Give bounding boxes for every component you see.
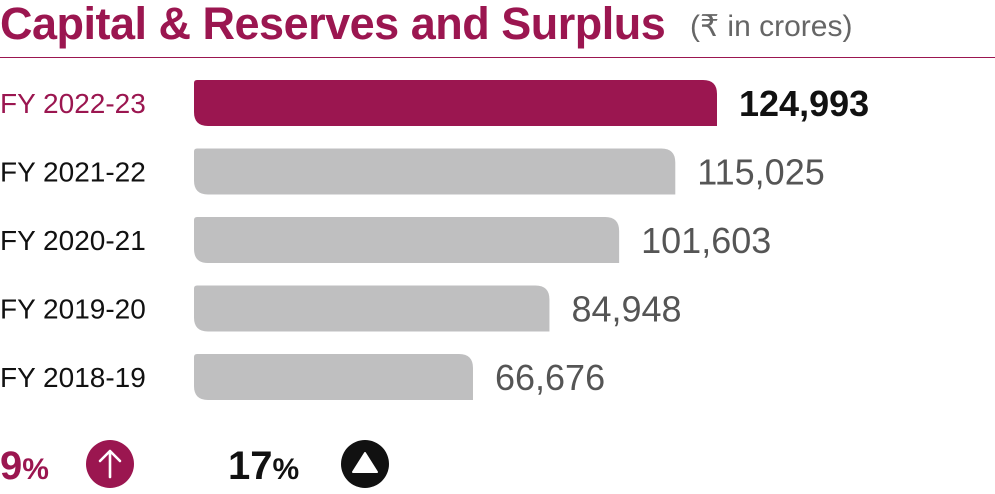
growth-percent-a: 9%	[0, 442, 49, 494]
bar-chart: FY 2022-23 124,993 FY 2021-22 115,025 FY 202…	[0, 80, 869, 400]
growth-percent-b-symbol: %	[272, 453, 300, 486]
chart-subtitle: (₹ in crores)	[690, 10, 853, 43]
bar	[194, 148, 676, 195]
value-label: 66,676	[495, 357, 605, 398]
category-label: FY 2022-23	[0, 88, 146, 119]
bar-highlight	[194, 80, 717, 126]
bar	[194, 217, 620, 263]
value-label: 115,025	[697, 152, 824, 193]
growth-percent-a-symbol: %	[22, 453, 49, 486]
bar	[194, 354, 473, 400]
category-label: FY 2020-21	[0, 225, 146, 256]
growth-percent-b-value: 17	[228, 444, 273, 488]
chart-header: Capital & Reserves and Surplus (₹ in cro…	[0, 0, 995, 58]
growth-percent-a-value: 9	[0, 444, 23, 488]
triangle-up-circle-icon	[341, 440, 389, 488]
category-label: FY 2019-20	[0, 294, 146, 325]
arrow-up-circle-icon	[86, 440, 134, 488]
value-label: 84,948	[571, 289, 681, 330]
value-label: 124,993	[739, 83, 869, 124]
value-label: 101,603	[641, 220, 771, 261]
bar	[194, 285, 550, 332]
growth-percent-b: 17%	[228, 442, 299, 494]
category-label: FY 2021-22	[0, 157, 146, 188]
category-label: FY 2018-19	[0, 362, 146, 393]
chart-title: Capital & Reserves and Surplus	[0, 0, 666, 49]
